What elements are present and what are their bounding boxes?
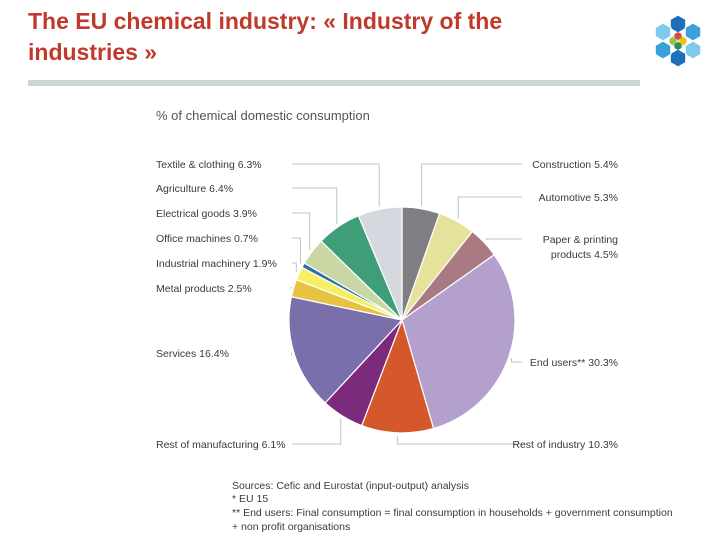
leader-line (511, 358, 522, 363)
leader-line (291, 352, 292, 356)
slice-label-office-machines: Office machines 0.7% (156, 233, 258, 245)
leader-line (290, 287, 292, 289)
hexagon-cluster-logo-icon (654, 14, 702, 68)
slice-label-textile-clothing: Textile & clothing 6.3% (156, 159, 262, 171)
slice-label-electrical-goods: Electrical goods 3.9% (156, 208, 257, 220)
leader-line (292, 418, 342, 445)
slide-title-line-1: The EU chemical industry: « Industry of … (28, 8, 503, 34)
source-line-3: ** End users: Final consumption = final … (232, 507, 673, 519)
slice-label-metal-products: Metal products 2.5% (156, 283, 252, 295)
slice-label-end-users: End users** 30.3% (530, 357, 618, 369)
slide-title-line-2: industries » (28, 39, 158, 65)
slice-labels: Construction 5.4% Automotive 5.3% Paper & … (156, 159, 618, 451)
logo-hexagon (654, 22, 672, 42)
leader-line (292, 163, 380, 207)
slide-title: The EU chemical industry: « Industry of … (28, 6, 628, 68)
slice-label-rest-of-industry: Rest of industry 10.3% (512, 439, 618, 451)
leader-line (292, 262, 297, 273)
leader-line (292, 237, 301, 264)
logo-inner-hexagon (669, 37, 677, 45)
logo-inner-hexagon (674, 32, 682, 40)
slice-label-automotive: Automotive 5.3% (539, 192, 618, 204)
pie-slice-services (288, 296, 404, 404)
leader-line (292, 212, 311, 250)
leader-lines (290, 163, 522, 445)
leader-line (292, 187, 338, 225)
slice-label-industrial-machinery: Industrial machinery 1.9% (156, 258, 277, 270)
pie-slice-rest-of-industry (360, 318, 435, 434)
source-line-1: Sources: Cefic and Eurostat (input-outpu… (232, 480, 469, 492)
pie-slices (288, 206, 516, 434)
logo-hexagon (684, 22, 702, 42)
logo-inner-hexagon (674, 42, 682, 50)
slice-label-rest-of-manufacturing: Rest of manufacturing 6.1% (156, 439, 286, 451)
source-line-4: + non profit organisations (232, 521, 350, 533)
chart-sources: Sources: Cefic and Eurostat (input-outpu… (232, 480, 673, 533)
slice-label-paper-printing-products: Paper & printing products 4.5% (543, 234, 618, 261)
chart-title: % of chemical domestic consumption (156, 108, 370, 123)
pie-slice-textile-clothing (357, 206, 403, 321)
logo-inner-hexagon (679, 37, 687, 45)
source-line-2: * EU 15 (232, 493, 268, 505)
slice-label-agriculture: Agriculture 6.4% (156, 183, 233, 195)
slice-label-services: Services 16.4% (156, 348, 229, 360)
leader-line (421, 163, 522, 206)
leader-line (396, 435, 522, 445)
leader-line (457, 196, 522, 219)
slice-label-construction: Construction 5.4% (532, 159, 618, 171)
leader-line (485, 238, 522, 241)
pie-slice-end-users (401, 253, 516, 430)
title-divider (28, 80, 640, 86)
